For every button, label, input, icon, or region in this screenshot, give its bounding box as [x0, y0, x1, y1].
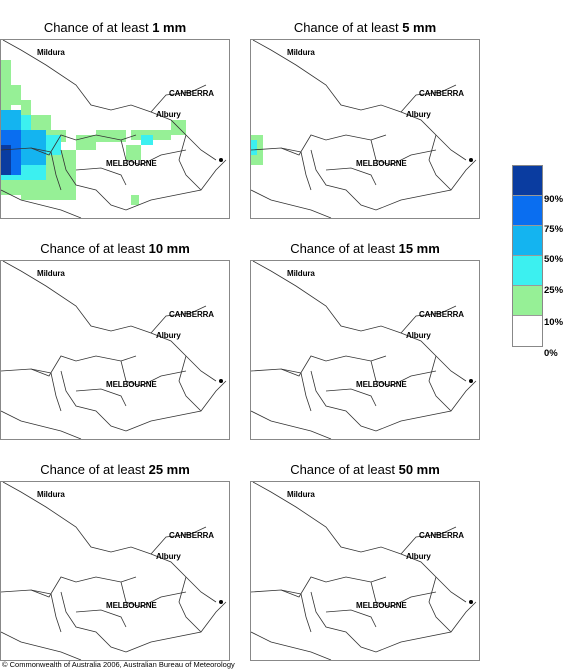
- legend-swatch-75: [513, 196, 542, 226]
- title-amount: 25 mm: [148, 462, 190, 477]
- panel-title-25mm: Chance of at least 25 mm: [0, 462, 230, 477]
- state-borders: [251, 40, 477, 218]
- legend-label-75: 75%: [544, 224, 564, 235]
- legend-label-10: 10%: [544, 317, 564, 328]
- state-borders: [1, 261, 227, 439]
- city-canberra: CANBERRA: [169, 531, 214, 540]
- map-1mm: Mildura CANBERRA Albury MELBOURNE: [0, 39, 230, 219]
- state-borders: [1, 40, 227, 218]
- city-albury: Albury: [406, 110, 431, 119]
- city-melbourne: MELBOURNE: [356, 380, 407, 389]
- city-albury: Albury: [156, 552, 181, 561]
- title-prefix: Chance of at least: [43, 20, 153, 35]
- city-melbourne: MELBOURNE: [106, 380, 157, 389]
- region-outline: [251, 261, 477, 439]
- legend-swatch-90: [513, 166, 542, 196]
- city-canberra: CANBERRA: [169, 310, 214, 319]
- legend-swatch-10: [513, 286, 542, 316]
- panel-title-50mm: Chance of at least 50 mm: [250, 462, 480, 477]
- city-mildura: Mildura: [37, 269, 65, 278]
- canberra-marker-icon: [219, 158, 223, 162]
- city-mildura: Mildura: [287, 269, 315, 278]
- canberra-marker-icon: [219, 379, 223, 383]
- probability-legend: [512, 165, 543, 347]
- city-mildura: Mildura: [37, 490, 65, 499]
- city-mildura: Mildura: [287, 490, 315, 499]
- panel-title-15mm: Chance of at least 15 mm: [250, 241, 480, 256]
- canberra-marker-icon: [219, 600, 223, 604]
- map-10mm: Mildura CANBERRA Albury MELBOURNE: [0, 260, 230, 440]
- city-albury: Albury: [156, 110, 181, 119]
- panel-title-10mm: Chance of at least 10 mm: [0, 241, 230, 256]
- city-albury: Albury: [406, 552, 431, 561]
- copyright-notice: © Commonwealth of Australia 2006, Austra…: [2, 660, 235, 669]
- legend-swatch-50: [513, 226, 542, 256]
- legend-label-50: 50%: [544, 254, 564, 265]
- panel-title-5mm: Chance of at least 5 mm: [250, 20, 480, 35]
- legend-swatch-0: [513, 316, 542, 346]
- title-amount: 10 mm: [148, 241, 190, 256]
- canberra-marker-icon: [469, 158, 473, 162]
- map-5mm: Mildura CANBERRA Albury MELBOURNE: [250, 39, 480, 219]
- city-albury: Albury: [406, 331, 431, 340]
- title-amount: 5 mm: [402, 20, 437, 35]
- state-borders: [251, 482, 477, 660]
- region-outline: [251, 482, 477, 660]
- rain-probability-overlay: [251, 40, 477, 218]
- canberra-marker-icon: [469, 379, 473, 383]
- rain-probability-overlay: [1, 40, 227, 218]
- city-canberra: CANBERRA: [419, 531, 464, 540]
- city-canberra: CANBERRA: [419, 310, 464, 319]
- legend-label-25: 25%: [544, 285, 564, 296]
- title-amount: 15 mm: [398, 241, 440, 256]
- city-melbourne: MELBOURNE: [356, 159, 407, 168]
- title-prefix: Chance of at least: [40, 241, 149, 256]
- city-canberra: CANBERRA: [419, 89, 464, 98]
- title-prefix: Chance of at least: [40, 462, 149, 477]
- city-melbourne: MELBOURNE: [356, 601, 407, 610]
- map-15mm: Mildura CANBERRA Albury MELBOURNE: [250, 260, 480, 440]
- city-melbourne: MELBOURNE: [106, 159, 157, 168]
- title-prefix: Chance of at least: [293, 20, 403, 35]
- region-outline: [1, 261, 227, 439]
- city-melbourne: MELBOURNE: [106, 601, 157, 610]
- city-mildura: Mildura: [37, 48, 65, 57]
- legend-label-90: 90%: [544, 194, 564, 205]
- city-albury: Albury: [156, 331, 181, 340]
- panel-title-1mm: Chance of at least 1 mm: [0, 20, 230, 35]
- canberra-marker-icon: [469, 600, 473, 604]
- state-borders: [251, 261, 477, 439]
- map-50mm: Mildura CANBERRA Albury MELBOURNE: [250, 481, 480, 661]
- city-canberra: CANBERRA: [169, 89, 214, 98]
- title-amount: 50 mm: [398, 462, 440, 477]
- map-25mm: Mildura CANBERRA Albury MELBOURNE: [0, 481, 230, 661]
- city-mildura: Mildura: [287, 48, 315, 57]
- probability-cells: [1, 60, 186, 205]
- title-prefix: Chance of at least: [290, 462, 399, 477]
- title-prefix: Chance of at least: [290, 241, 399, 256]
- title-amount: 1 mm: [152, 20, 187, 35]
- legend-swatch-25: [513, 256, 542, 286]
- legend-label-0: 0%: [544, 348, 558, 359]
- region-outline: [1, 482, 227, 660]
- state-borders: [1, 482, 227, 660]
